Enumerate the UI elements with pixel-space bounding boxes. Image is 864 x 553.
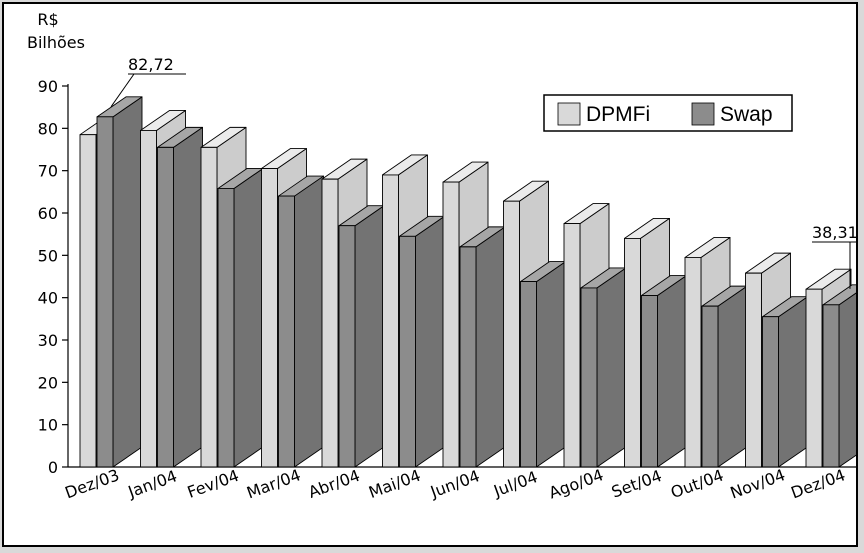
- bar-swap-fev-04: [217, 167, 264, 468]
- y-tick-label: 70: [38, 162, 58, 181]
- bar-front-face: [338, 225, 356, 468]
- legend-box: [543, 94, 793, 132]
- bar-side-face: [233, 167, 264, 468]
- bar-front-face: [321, 178, 339, 468]
- x-tick-label: Jan/04: [125, 466, 180, 501]
- bar-side-face: [354, 205, 385, 468]
- bar-swap-mar-04: [278, 175, 324, 468]
- bar-side-face: [173, 126, 203, 468]
- bar-front-face: [563, 223, 581, 468]
- y-tick-label: 10: [38, 416, 58, 435]
- x-tick-label: Abr/04: [306, 466, 363, 502]
- y-tick-label: 50: [38, 246, 58, 265]
- x-tick-label: Mar/04: [244, 465, 303, 502]
- chart-frame: R$ Bilhões 0 10 20 30 40 50 60 70 80 90 Dez/03 Jan/…: [2, 2, 858, 547]
- bar-side-face: [112, 96, 143, 468]
- x-tick-label: Jun/04: [427, 466, 482, 502]
- unit-label-currency: R$: [37, 10, 58, 29]
- bar-front-face: [822, 304, 840, 468]
- x-tick-label: Out/04: [668, 466, 726, 503]
- y-tick-label: 80: [38, 119, 58, 138]
- bar-front-face: [805, 288, 823, 468]
- bar-front-face: [382, 174, 399, 468]
- bar-front-face: [157, 146, 174, 468]
- x-tick-label: Set/04: [609, 466, 664, 502]
- bar-swap-jul-04: [520, 261, 566, 468]
- bar-side-face: [717, 285, 748, 468]
- bar-swap-out-04: [701, 285, 748, 468]
- bar-front-face: [580, 287, 598, 468]
- x-tick-label: Mai/04: [366, 466, 423, 502]
- bar-front-face: [278, 195, 295, 468]
- bar-side-face: [536, 261, 566, 468]
- legend: DPMFi Swap: [543, 94, 793, 132]
- bar-front-face: [701, 305, 719, 468]
- legend-label-swap: Swap: [720, 103, 773, 126]
- y-tick-label: 30: [38, 331, 58, 350]
- unit-label-billions: Bilhões: [27, 33, 85, 52]
- bar-front-face: [217, 187, 235, 468]
- annotation-label: 82,72: [128, 55, 174, 74]
- bar-front-face: [261, 168, 278, 468]
- x-tick-label: Ago/04: [546, 465, 606, 502]
- bar-swap-jun-04: [459, 226, 506, 468]
- bar-side-face: [657, 275, 687, 468]
- bar-swap-set-04: [641, 275, 687, 468]
- bar-front-face: [684, 256, 702, 468]
- legend-swatch-swap: [691, 102, 715, 126]
- annotation-leader: [110, 73, 135, 108]
- x-tick-label: Dez/04: [788, 465, 847, 502]
- annotation-1: 82,72: [110, 55, 186, 108]
- bar-swap-dez-03: [96, 96, 143, 468]
- legend-swatch-dpmfi: [557, 102, 581, 126]
- bar-front-face: [200, 146, 218, 468]
- y-tick-label: 20: [38, 373, 58, 392]
- bar-swap-dez-04: [822, 284, 856, 468]
- x-tick-label: Dez/03: [62, 465, 121, 502]
- bar-front-face: [459, 246, 477, 468]
- bar-front-face: [624, 237, 641, 468]
- y-tick-label: 90: [38, 77, 58, 96]
- bar-front-face: [96, 116, 114, 468]
- y-tick-label: 60: [38, 204, 58, 223]
- x-tick-label: Jul/04: [490, 467, 540, 501]
- bar-side-face: [838, 292, 856, 468]
- legend-label-dpmfi: DPMFi: [586, 103, 650, 126]
- bar-swap-mai-04: [399, 215, 445, 468]
- bar-front-face: [503, 200, 520, 468]
- bar-side-face: [415, 215, 445, 468]
- bar-front-face: [399, 235, 416, 468]
- bar-side-face: [475, 226, 506, 468]
- bar-front-face: [140, 129, 157, 468]
- bar-swap-abr-04: [338, 205, 385, 468]
- bar-front-face: [79, 134, 97, 468]
- bar-swap-ago-04: [580, 267, 627, 468]
- bar-side-face: [778, 296, 808, 468]
- annotation-label: 38,31: [812, 223, 858, 242]
- bar-swap-jan-04: [157, 126, 203, 468]
- x-tick-label: Nov/04: [728, 465, 788, 502]
- bar-swap-nov-04: [762, 296, 808, 468]
- y-tick-label: 0: [48, 458, 58, 477]
- bar-front-face: [762, 316, 779, 468]
- annotation-2: 38,31: [812, 223, 858, 289]
- bar-front-face: [641, 295, 658, 468]
- bar-side-face: [294, 175, 324, 468]
- bar-side-face: [596, 267, 627, 468]
- bar-chart: R$ Bilhões 0 10 20 30 40 50 60 70 80 90 Dez/03 Jan/…: [27, 10, 858, 503]
- bar-front-face: [442, 181, 460, 468]
- y-tick-label: 40: [38, 289, 58, 308]
- plot-area: 0 10 20 30 40 50 60 70 80 90 Dez/03 Jan/04 Fev/04 Mar…: [38, 55, 858, 503]
- bar-front-face: [520, 281, 537, 468]
- bar-front-face: [745, 272, 762, 468]
- x-tick-label: Fev/04: [185, 466, 242, 502]
